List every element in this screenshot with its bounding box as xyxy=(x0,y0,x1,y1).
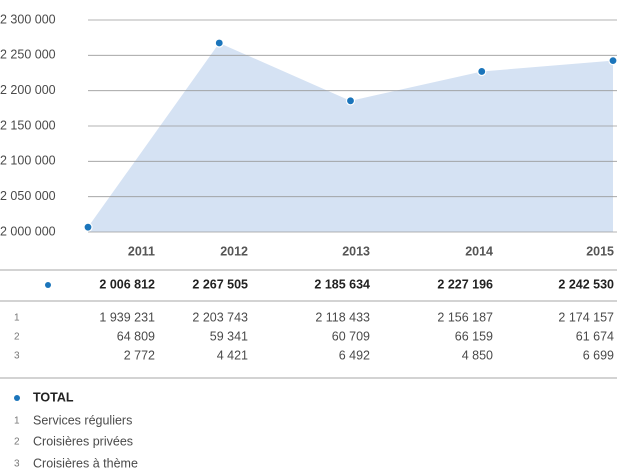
table-value: 2 267 505 xyxy=(192,277,248,291)
table-value: 2 772 xyxy=(124,348,155,362)
table-value: 61 674 xyxy=(576,329,614,343)
year-label: 2012 xyxy=(220,244,248,258)
year-label: 2015 xyxy=(586,244,614,258)
legend-label: Croisières privées xyxy=(33,434,133,448)
data-point xyxy=(214,38,224,48)
data-point xyxy=(345,96,356,106)
y-tick-label: 2 000 000 xyxy=(0,224,56,238)
y-tick-label: 2 100 000 xyxy=(0,154,56,168)
legend-label: Croisières à thème xyxy=(33,456,138,470)
table-value: 6 699 xyxy=(583,348,614,362)
table-value: 2 242 530 xyxy=(558,277,614,291)
table-value: 4 850 xyxy=(462,348,493,362)
row-key: 3 xyxy=(14,351,20,362)
table-value: 2 156 187 xyxy=(437,310,493,324)
table-value: 2 203 743 xyxy=(192,310,248,324)
table-value: 1 939 231 xyxy=(99,310,155,324)
legend-label: TOTAL xyxy=(33,390,74,404)
data-point xyxy=(477,66,487,77)
legend-marker xyxy=(14,395,20,401)
year-label: 2013 xyxy=(342,244,370,258)
table-value: 6 492 xyxy=(339,348,370,362)
legend-key: 1 xyxy=(14,416,20,427)
legend-key: 2 xyxy=(14,437,20,448)
legend-label: Services réguliers xyxy=(33,413,132,427)
legend-key: 3 xyxy=(14,459,20,470)
table-value: 2 227 196 xyxy=(437,277,493,291)
area xyxy=(88,42,613,232)
table-value: 2 174 157 xyxy=(558,310,614,324)
y-tick-label: 2 300 000 xyxy=(0,12,56,26)
y-tick-label: 2 050 000 xyxy=(0,189,56,203)
data-point xyxy=(83,222,93,232)
y-tick-label: 2 200 000 xyxy=(0,83,56,97)
y-tick-label: 2 250 000 xyxy=(0,48,56,62)
table-value: 2 185 634 xyxy=(314,277,370,291)
row-key: 1 xyxy=(14,313,20,324)
year-label: 2014 xyxy=(465,244,493,258)
table-value: 66 159 xyxy=(455,329,493,343)
row-marker xyxy=(45,282,51,288)
data-point xyxy=(608,56,617,66)
y-tick-label: 2 150 000 xyxy=(0,118,56,132)
table-value: 64 809 xyxy=(117,329,155,343)
table-value: 60 709 xyxy=(332,329,370,343)
table-value: 2 006 812 xyxy=(99,277,155,291)
table-value: 2 118 433 xyxy=(315,310,370,324)
row-key: 2 xyxy=(14,332,20,343)
year-label: 2011 xyxy=(128,244,155,258)
table-value: 4 421 xyxy=(217,348,248,362)
table-value: 59 341 xyxy=(210,329,248,343)
